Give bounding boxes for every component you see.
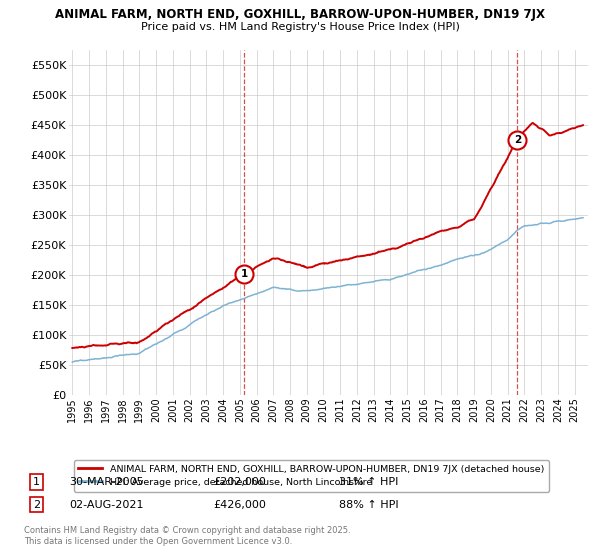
Text: Price paid vs. HM Land Registry's House Price Index (HPI): Price paid vs. HM Land Registry's House … (140, 22, 460, 32)
Text: 1: 1 (33, 477, 40, 487)
Text: ANIMAL FARM, NORTH END, GOXHILL, BARROW-UPON-HUMBER, DN19 7JX: ANIMAL FARM, NORTH END, GOXHILL, BARROW-… (55, 8, 545, 21)
Text: £426,000: £426,000 (213, 500, 266, 510)
Text: 2: 2 (33, 500, 40, 510)
Legend: ANIMAL FARM, NORTH END, GOXHILL, BARROW-UPON-HUMBER, DN19 7JX (detached house), : ANIMAL FARM, NORTH END, GOXHILL, BARROW-… (74, 460, 549, 492)
Text: 2: 2 (514, 134, 521, 144)
Text: 1: 1 (241, 269, 248, 279)
Text: Contains HM Land Registry data © Crown copyright and database right 2025.
This d: Contains HM Land Registry data © Crown c… (24, 526, 350, 546)
Text: 31% ↑ HPI: 31% ↑ HPI (339, 477, 398, 487)
Text: 88% ↑ HPI: 88% ↑ HPI (339, 500, 398, 510)
Text: 02-AUG-2021: 02-AUG-2021 (69, 500, 143, 510)
Text: £202,000: £202,000 (213, 477, 266, 487)
Text: 30-MAR-2005: 30-MAR-2005 (69, 477, 143, 487)
